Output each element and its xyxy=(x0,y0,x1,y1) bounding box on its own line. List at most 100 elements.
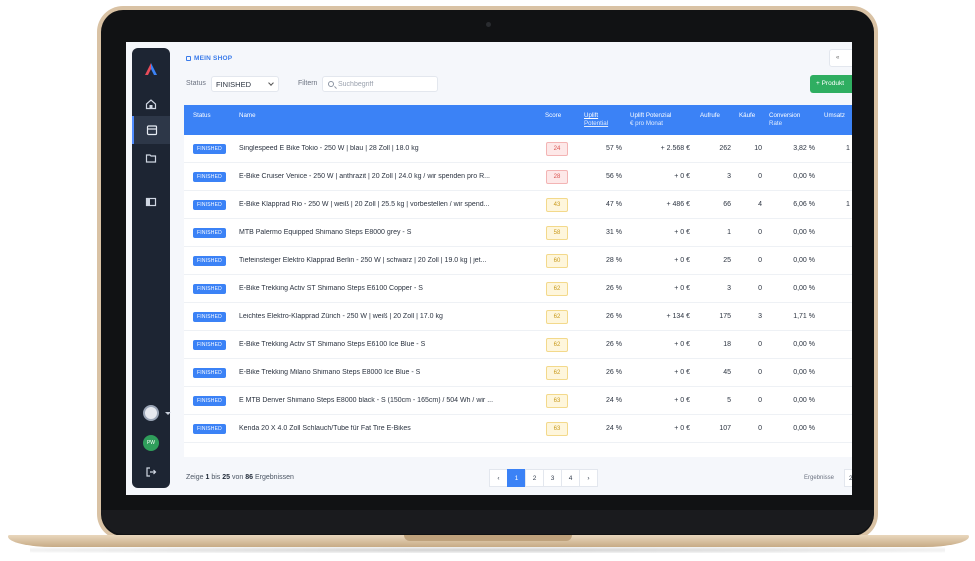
conversion-value: 6,06 % xyxy=(793,201,815,208)
sidebar-item-home[interactable] xyxy=(132,90,170,118)
product-name[interactable]: E-Bike Trekking Milano Shimano Steps E80… xyxy=(239,369,421,376)
logo-icon xyxy=(145,63,157,75)
table-row[interactable]: FINISHED Leichtes Elektro-Klapprad Zürich… xyxy=(184,303,852,331)
uplift-eur-value: + 486 € xyxy=(666,201,690,208)
conversion-value: 0,00 % xyxy=(793,425,815,432)
pagination-page[interactable]: 4 xyxy=(561,469,580,487)
conversion-value: 0,00 % xyxy=(793,257,815,264)
uplift-eur-value: + 0 € xyxy=(674,285,690,292)
table-row[interactable]: FINISHED Kenda 20 X 4.0 Zoll Schlauch/Tub… xyxy=(184,415,852,443)
uplift-value: 56 % xyxy=(606,173,622,180)
table-row[interactable]: FINISHED E MTB Denver Shimano Steps E8000… xyxy=(184,387,852,415)
product-name[interactable]: E-Bike Klapprad Rio - 250 W | weiß | 20 … xyxy=(239,201,490,208)
camera-icon xyxy=(486,22,491,27)
aufrufe-value: 5 xyxy=(727,397,731,404)
score-badge: 62 xyxy=(546,338,568,352)
header-uplift-pot-line2: € pro Monat xyxy=(630,120,664,127)
header-score[interactable]: Score xyxy=(545,112,562,119)
summary-bis: bis xyxy=(211,474,221,481)
uplift-eur-value: + 0 € xyxy=(674,425,690,432)
table-row[interactable]: FINISHED E-Bike Trekking Activ ST Shimano… xyxy=(184,275,852,303)
uplift-value: 31 % xyxy=(606,229,622,236)
product-name[interactable]: Leichtes Elektro-Klapprad Zürich - 250 W… xyxy=(239,313,443,320)
sidebar-item-folder[interactable] xyxy=(132,144,170,172)
aufrufe-value: 3 xyxy=(727,285,731,292)
uplift-value: 26 % xyxy=(606,313,622,320)
table-header: Status Name Score Uplift Potential Uplif… xyxy=(184,105,852,135)
status-select-value: FINISHED xyxy=(216,80,252,89)
uplift-eur-value: + 0 € xyxy=(674,369,690,376)
pagination-next[interactable]: › xyxy=(579,469,598,487)
product-name[interactable]: E-Bike Trekking Activ ST Shimano Steps E… xyxy=(239,285,423,292)
table-row[interactable]: FINISHED E-Bike Trekking Milano Shimano S… xyxy=(184,359,852,387)
conversion-value: 0,00 % xyxy=(793,173,815,180)
results-per-page-label: Ergebnisse xyxy=(804,475,835,481)
pagination-page[interactable]: 1 xyxy=(507,469,526,487)
aufrufe-value: 3 xyxy=(727,173,731,180)
kaeufe-value: 10 xyxy=(754,145,762,152)
header-aufrufe[interactable]: Aufrufe xyxy=(700,112,720,119)
uplift-eur-value: + 134 € xyxy=(666,313,690,320)
chevron-down-icon xyxy=(268,80,274,86)
conversion-value: 0,00 % xyxy=(793,285,815,292)
logout-button[interactable] xyxy=(132,458,170,486)
header-uplift-potenzial[interactable]: Uplift Potenzial € pro Monat xyxy=(630,112,671,128)
table-row[interactable]: FINISHED Singlespeed E Bike Tokio - 250 W… xyxy=(184,135,852,163)
laptop-shadow xyxy=(30,547,945,553)
user-avatar[interactable] xyxy=(143,405,171,421)
pagination-prev[interactable]: ‹ xyxy=(489,469,508,487)
kaeufe-value: 0 xyxy=(758,173,762,180)
breadcrumb-shop[interactable]: MEIN SHOP xyxy=(186,55,232,62)
conversion-value: 0,00 % xyxy=(793,397,815,404)
pagination: ‹ 1 2 3 4 › xyxy=(489,469,598,487)
sidebar-item-shop[interactable] xyxy=(132,116,170,144)
panel-icon xyxy=(145,197,157,207)
header-umsatz[interactable]: Umsatz xyxy=(824,112,845,119)
header-status[interactable]: Status xyxy=(193,112,211,119)
search-icon xyxy=(328,81,334,87)
product-name[interactable]: Singlespeed E Bike Tokio - 250 W | blau … xyxy=(239,145,419,152)
product-name[interactable]: Tiefeinsteiger Elektro Klapprad Berlin -… xyxy=(239,257,487,264)
pagination-page[interactable]: 3 xyxy=(543,469,562,487)
results-per-page-select[interactable]: 2 xyxy=(844,469,852,487)
score-badge: 62 xyxy=(546,310,568,324)
uplift-value: 26 % xyxy=(606,341,622,348)
header-conversion[interactable]: Conversion Rate xyxy=(769,112,800,128)
add-product-button[interactable]: + Produkt xyxy=(810,75,852,93)
header-uplift[interactable]: Uplift Potential xyxy=(584,112,608,128)
score-badge: 24 xyxy=(546,142,568,156)
status-badge: FINISHED xyxy=(193,228,226,238)
aufrufe-value: 175 xyxy=(719,313,731,320)
table-row[interactable]: FINISHED MTB Palermo Equipped Shimano Ste… xyxy=(184,219,852,247)
table-row[interactable]: FINISHED Tiefeinsteiger Elektro Klapprad … xyxy=(184,247,852,275)
status-badge: FINISHED xyxy=(193,172,226,182)
status-select[interactable]: FINISHED xyxy=(211,76,279,92)
conversion-value: 0,00 % xyxy=(793,341,815,348)
status-badge: FINISHED xyxy=(193,396,226,406)
conversion-value: 0,00 % xyxy=(793,229,815,236)
product-name[interactable]: MTB Palermo Equipped Shimano Steps E8000… xyxy=(239,229,412,236)
product-name[interactable]: E MTB Denver Shimano Steps E8000 black -… xyxy=(239,397,494,404)
header-kaeufe[interactable]: Käufe xyxy=(739,112,756,119)
status-badge: FINISHED xyxy=(193,340,226,350)
table-row[interactable]: FINISHED E-Bike Trekking Activ ST Shimano… xyxy=(184,331,852,359)
status-badge: FINISHED xyxy=(193,284,226,294)
header-uplift-line1: Uplift xyxy=(584,112,599,119)
header-conversion-line2: Rate xyxy=(769,120,783,127)
table-row[interactable]: FINISHED E-Bike Klapprad Rio - 250 W | we… xyxy=(184,191,852,219)
logout-icon xyxy=(146,467,157,477)
collapse-button[interactable]: « xyxy=(829,49,852,67)
sidebar-item-panel[interactable] xyxy=(132,188,170,216)
header-name[interactable]: Name xyxy=(239,112,256,119)
products-table: Status Name Score Uplift Potential Uplif… xyxy=(184,105,852,457)
product-name[interactable]: E-Bike Trekking Activ ST Shimano Steps E… xyxy=(239,341,426,348)
search-input[interactable] xyxy=(338,79,434,90)
account-avatar[interactable]: PW xyxy=(143,435,159,451)
product-name[interactable]: E-Bike Cruiser Venice - 250 W | anthrazi… xyxy=(239,173,490,180)
product-name[interactable]: Kenda 20 X 4.0 Zoll Schlauch/Tube für Fa… xyxy=(239,425,411,432)
uplift-value: 47 % xyxy=(606,201,622,208)
table-row[interactable]: FINISHED E-Bike Cruiser Venice - 250 W | … xyxy=(184,163,852,191)
uplift-value: 57 % xyxy=(606,145,622,152)
pagination-page[interactable]: 2 xyxy=(525,469,544,487)
score-badge: 43 xyxy=(546,198,568,212)
